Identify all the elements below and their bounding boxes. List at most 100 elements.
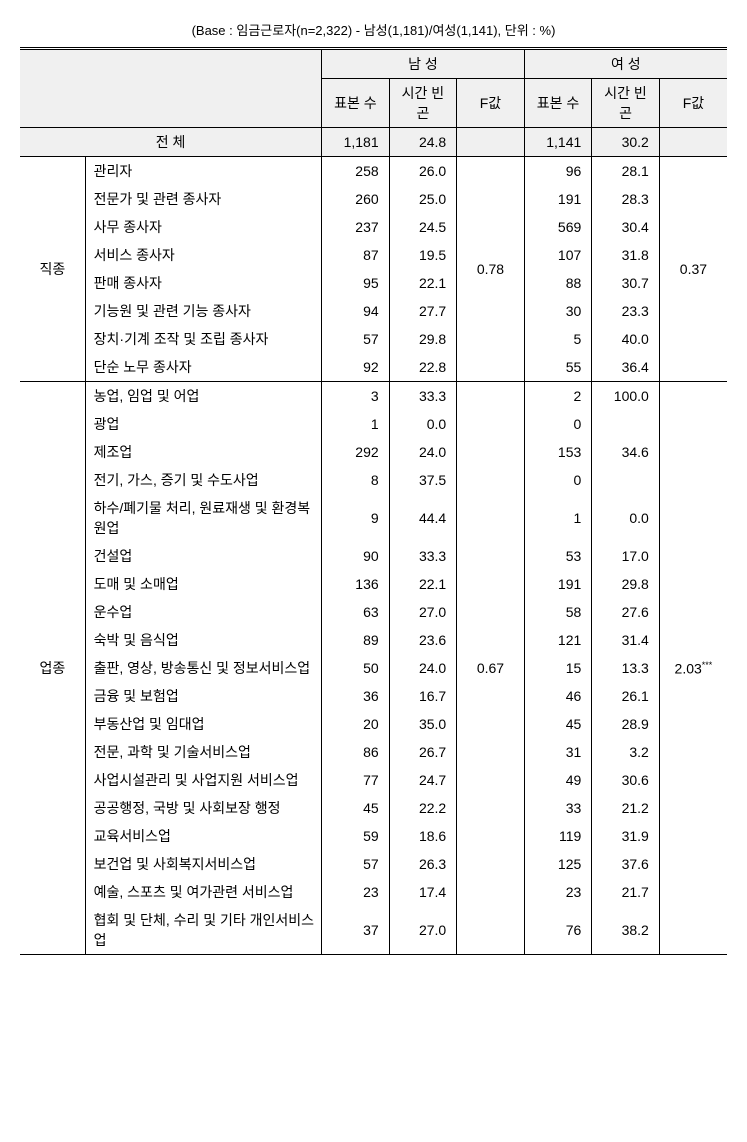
female-value: 17.0	[592, 542, 660, 570]
female-sample: 569	[524, 213, 592, 241]
total-label: 전 체	[20, 128, 322, 157]
female-value: 30.4	[592, 213, 660, 241]
male-sample: 3	[322, 382, 390, 411]
female-sample: 46	[524, 682, 592, 710]
row-label: 제조업	[85, 438, 321, 466]
male-value: 27.0	[389, 598, 457, 626]
row-label: 사무 종사자	[85, 213, 321, 241]
male-value: 16.7	[389, 682, 457, 710]
female-sample: 2	[524, 382, 592, 411]
male-sample: 50	[322, 654, 390, 682]
row-label: 장치·기계 조작 및 조립 종사자	[85, 325, 321, 353]
female-sample: 23	[524, 878, 592, 906]
male-value: 35.0	[389, 710, 457, 738]
row-label: 광업	[85, 410, 321, 438]
female-sample: 53	[524, 542, 592, 570]
female-value: 29.8	[592, 570, 660, 598]
header-sample: 표본 수	[524, 79, 592, 128]
female-sample: 55	[524, 353, 592, 382]
female-value: 31.8	[592, 241, 660, 269]
male-value: 33.3	[389, 382, 457, 411]
female-value: 21.7	[592, 878, 660, 906]
female-value: 40.0	[592, 325, 660, 353]
female-sample: 1	[524, 494, 592, 542]
male-value: 25.0	[389, 185, 457, 213]
female-sample: 15	[524, 654, 592, 682]
row-label: 협회 및 단체, 수리 및 기타 개인서비스업	[85, 906, 321, 955]
male-value: 27.0	[389, 906, 457, 955]
male-value: 27.7	[389, 297, 457, 325]
male-value: 26.3	[389, 850, 457, 878]
row-label: 건설업	[85, 542, 321, 570]
male-sample: 258	[322, 157, 390, 186]
male-sample: 90	[322, 542, 390, 570]
female-value: 13.3	[592, 654, 660, 682]
male-value: 24.0	[389, 438, 457, 466]
male-sample: 87	[322, 241, 390, 269]
male-sample: 9	[322, 494, 390, 542]
female-sample: 5	[524, 325, 592, 353]
row-label: 하수/폐기물 처리, 원료재생 및 환경복원업	[85, 494, 321, 542]
male-value: 24.5	[389, 213, 457, 241]
female-sample: 191	[524, 570, 592, 598]
female-sample: 121	[524, 626, 592, 654]
male-sample: 95	[322, 269, 390, 297]
male-sample: 8	[322, 466, 390, 494]
male-value: 17.4	[389, 878, 457, 906]
male-value: 23.6	[389, 626, 457, 654]
total-female-v: 30.2	[592, 128, 660, 157]
table-caption: (Base : 임금근로자(n=2,322) - 남성(1,181)/여성(1,…	[20, 20, 727, 39]
row-label: 출판, 영상, 방송통신 및 정보서비스업	[85, 654, 321, 682]
female-value	[592, 410, 660, 438]
male-sample: 1	[322, 410, 390, 438]
female-sample: 45	[524, 710, 592, 738]
male-sample: 63	[322, 598, 390, 626]
male-sample: 86	[322, 738, 390, 766]
male-value: 44.4	[389, 494, 457, 542]
female-value: 3.2	[592, 738, 660, 766]
male-sample: 136	[322, 570, 390, 598]
male-sample: 89	[322, 626, 390, 654]
male-sample: 23	[322, 878, 390, 906]
row-label: 교육서비스업	[85, 822, 321, 850]
total-male-v: 24.8	[389, 128, 457, 157]
female-value: 31.4	[592, 626, 660, 654]
female-value	[592, 466, 660, 494]
male-value: 0.0	[389, 410, 457, 438]
male-sample: 292	[322, 438, 390, 466]
female-fval: 2.03***	[659, 382, 727, 955]
female-sample: 119	[524, 822, 592, 850]
row-label: 부동산업 및 임대업	[85, 710, 321, 738]
header-sample: 표본 수	[322, 79, 390, 128]
male-value: 24.0	[389, 654, 457, 682]
row-label: 농업, 임업 및 어업	[85, 382, 321, 411]
header-fval: F값	[457, 79, 525, 128]
row-label: 운수업	[85, 598, 321, 626]
row-label: 보건업 및 사회복지서비스업	[85, 850, 321, 878]
male-value: 29.8	[389, 325, 457, 353]
row-label: 전기, 가스, 증기 및 수도사업	[85, 466, 321, 494]
male-sample: 57	[322, 850, 390, 878]
row-label: 도매 및 소매업	[85, 570, 321, 598]
male-fval: 0.78	[457, 157, 525, 382]
male-sample: 92	[322, 353, 390, 382]
female-value: 31.9	[592, 822, 660, 850]
total-female-f	[659, 128, 727, 157]
female-sample: 107	[524, 241, 592, 269]
male-fval: 0.67	[457, 382, 525, 955]
header-male: 남 성	[322, 49, 525, 79]
female-value: 28.1	[592, 157, 660, 186]
male-sample: 37	[322, 906, 390, 955]
header-fval: F값	[659, 79, 727, 128]
male-sample: 94	[322, 297, 390, 325]
female-value: 21.2	[592, 794, 660, 822]
female-sample: 153	[524, 438, 592, 466]
female-sample: 0	[524, 466, 592, 494]
male-sample: 45	[322, 794, 390, 822]
male-value: 19.5	[389, 241, 457, 269]
row-label: 공공행정, 국방 및 사회보장 행정	[85, 794, 321, 822]
total-male-f	[457, 128, 525, 157]
row-label: 단순 노무 종사자	[85, 353, 321, 382]
female-value: 0.0	[592, 494, 660, 542]
row-label: 금융 및 보험업	[85, 682, 321, 710]
